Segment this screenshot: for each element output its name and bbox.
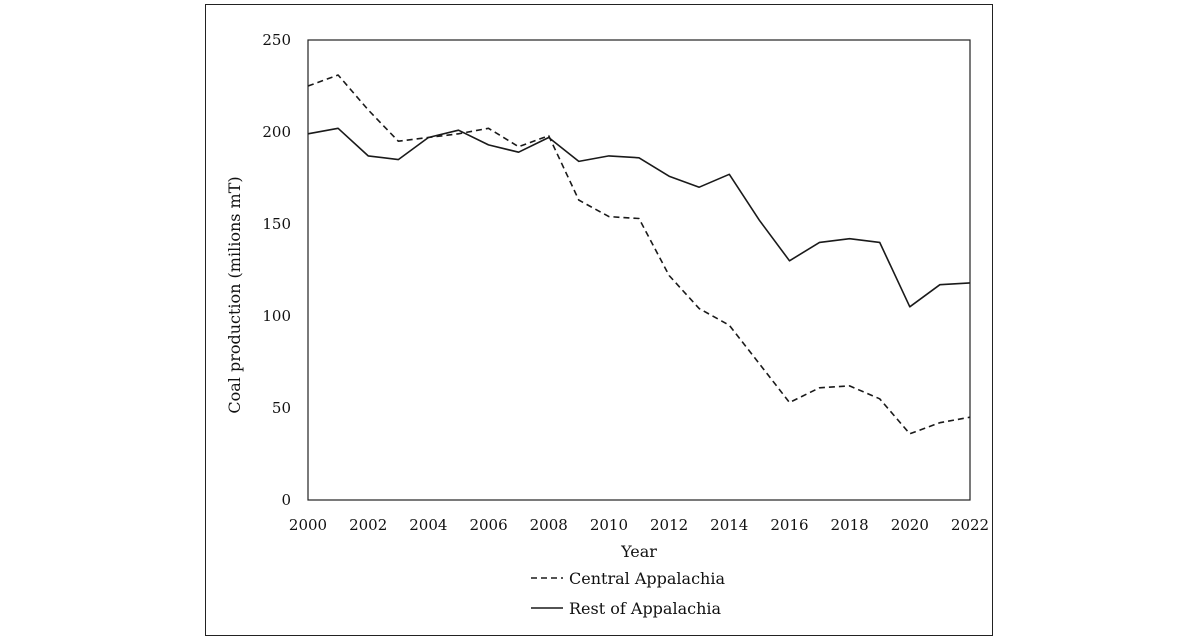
x-tick-label: 2008 xyxy=(530,516,568,534)
x-tick-label: 2020 xyxy=(891,516,929,534)
y-tick-label: 200 xyxy=(262,123,291,141)
y-tick-label: 150 xyxy=(262,215,291,233)
series-line-rest-of-appalachia xyxy=(307,127,971,308)
chart-frame xyxy=(205,4,993,636)
y-axis-title: Coal production (milions mT) xyxy=(225,176,244,413)
x-tick-label: 2004 xyxy=(409,516,447,534)
x-axis-ticks: 2000 2002 2004 2006 2008 2010 2012 2014 2016 2018… xyxy=(289,516,989,534)
legend-label: Central Appalachia xyxy=(569,569,725,588)
x-tick-label: 2010 xyxy=(590,516,628,534)
x-tick-label: 2022 xyxy=(951,516,989,534)
plot-area-border xyxy=(307,39,971,501)
y-tick-label: 50 xyxy=(272,399,291,417)
series-layer xyxy=(307,74,971,435)
legend-label: Rest of Appalachia xyxy=(569,599,722,618)
y-tick-label: 100 xyxy=(262,307,291,325)
x-tick-label: 2002 xyxy=(349,516,387,534)
x-tick-label: 2016 xyxy=(770,516,808,534)
x-tick-label: 2012 xyxy=(650,516,688,534)
y-axis-ticks: 0 50 100 150 200 250 xyxy=(262,31,291,509)
x-axis-title: Year xyxy=(620,542,657,561)
legend: Central Appalachia Rest of Appalachia xyxy=(531,569,725,618)
x-tick-label: 2000 xyxy=(289,516,327,534)
series-line-central-appalachia xyxy=(307,74,971,435)
x-tick-label: 2014 xyxy=(710,516,748,534)
x-tick-label: 2018 xyxy=(831,516,869,534)
y-tick-label: 0 xyxy=(281,491,291,509)
y-tick-label: 250 xyxy=(262,31,291,49)
x-tick-label: 2006 xyxy=(469,516,507,534)
